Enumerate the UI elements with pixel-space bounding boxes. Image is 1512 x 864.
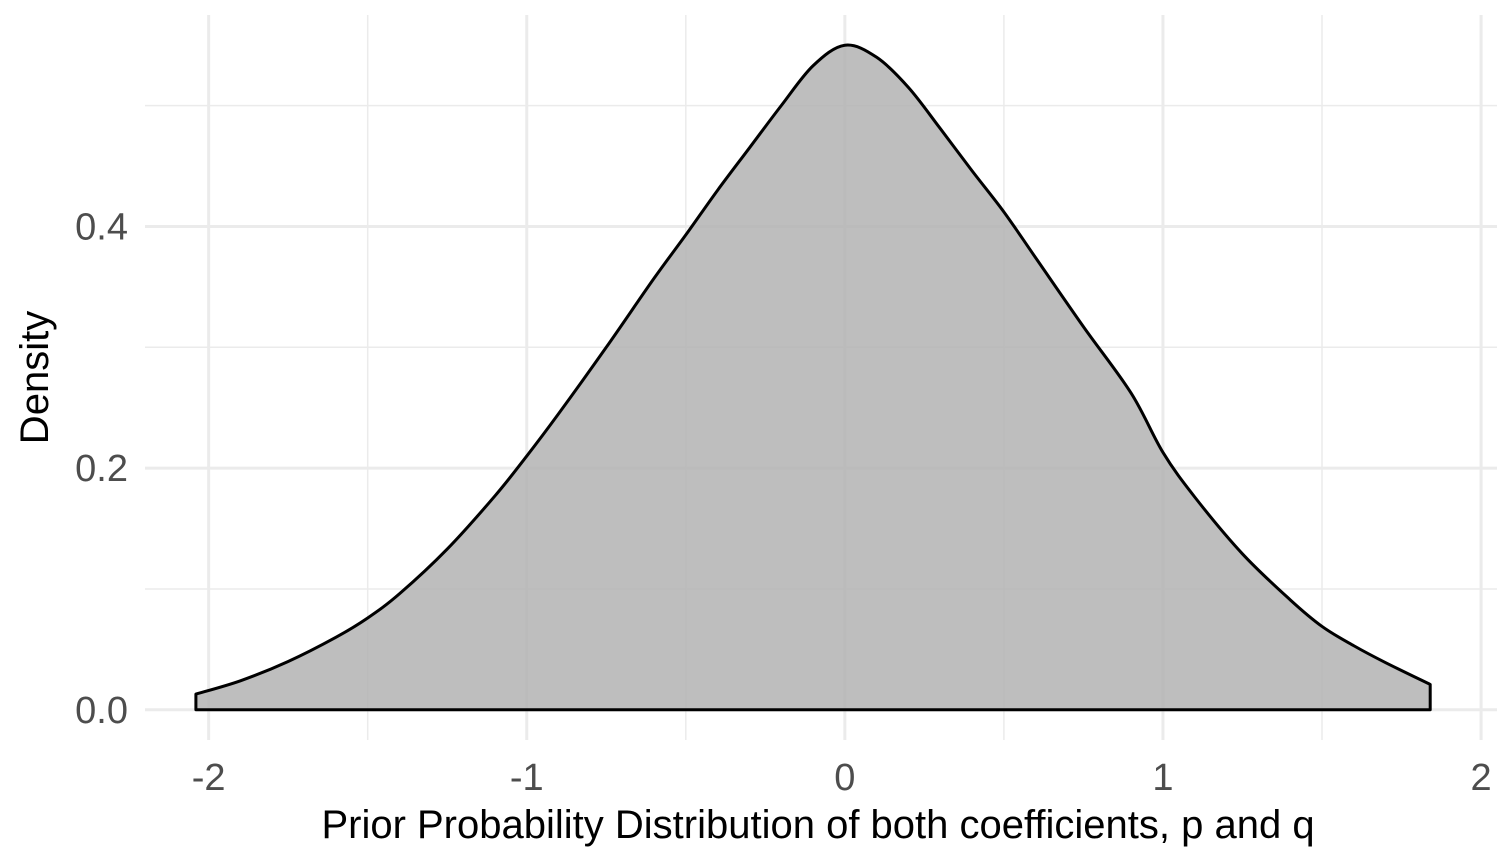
x-tick-label: -2 [192, 757, 226, 799]
y-axis-title: Density [13, 311, 57, 444]
x-axis-title: Prior Probability Distribution of both c… [321, 803, 1314, 847]
x-tick-label: 0 [834, 757, 855, 799]
x-tick-label: -1 [510, 757, 544, 799]
y-tick-label: 0.4 [75, 206, 128, 248]
tick-label-layer: -2 -1 0 1 2 0.0 0.2 0.4 [75, 206, 1491, 799]
y-tick-label: 0.0 [75, 690, 128, 732]
density-area [194, 43, 1432, 712]
x-tick-label: 2 [1471, 757, 1492, 799]
x-tick-label: 1 [1152, 757, 1173, 799]
y-tick-label: 0.2 [75, 448, 128, 490]
density-area-layer [194, 43, 1432, 712]
